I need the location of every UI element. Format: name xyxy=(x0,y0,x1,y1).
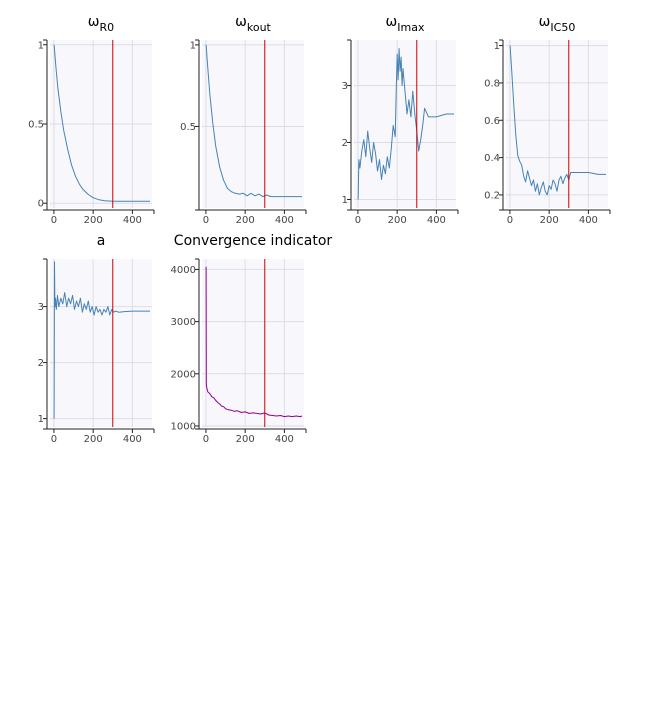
series-line xyxy=(205,44,302,198)
x-tick-label: 400 xyxy=(427,215,446,226)
panel-title: ωImax xyxy=(386,14,425,34)
panel-title-main: ω xyxy=(386,14,398,30)
plot-area xyxy=(506,40,608,208)
y-tick-label: 0.6 xyxy=(484,116,500,127)
x-tick-label: 400 xyxy=(275,215,294,226)
x-tick-label: 400 xyxy=(123,215,142,226)
y-tick-label: 1 xyxy=(342,195,348,206)
panel-title-main: Convergence indicator xyxy=(174,233,333,249)
y-tick-label: 0.2 xyxy=(484,190,500,201)
y-tick-label: 2000 xyxy=(171,369,196,380)
x-tick-label: 0 xyxy=(355,215,361,226)
series-line xyxy=(357,48,454,200)
chart-panel-5: 0 200 400 1 2 3 a xyxy=(38,233,155,445)
x-tick-label: 0 xyxy=(51,434,57,445)
y-tick-label: 2 xyxy=(38,358,44,369)
panel-title: ωkout xyxy=(235,14,271,34)
y-tick-label: 1 xyxy=(190,40,196,51)
y-tick-label: 2 xyxy=(342,138,348,149)
panel-title: ωIC50 xyxy=(539,14,576,34)
x-tick-label: 400 xyxy=(275,434,294,445)
chart-panel-1: 0 200 400 0 0.5 1 ωR0 xyxy=(28,14,155,226)
chart-panel-6: 0 200 400 1000 2000 3000 4000 Convergence indic… xyxy=(171,233,333,445)
y-tick-label: 1 xyxy=(38,40,44,51)
plot-area xyxy=(50,259,152,427)
series-line xyxy=(205,266,303,418)
panel-title-subscript: R0 xyxy=(100,21,115,34)
plot-area xyxy=(202,259,304,427)
x-tick-label: 200 xyxy=(84,215,103,226)
panel-title-subscript: Imax xyxy=(397,21,425,34)
y-tick-label: 1 xyxy=(494,41,500,52)
x-tick-label: 0 xyxy=(507,215,513,226)
x-tick-label: 200 xyxy=(84,434,103,445)
y-tick-label: 3 xyxy=(38,302,44,313)
y-tick-label: 0.5 xyxy=(180,122,196,133)
x-tick-label: 200 xyxy=(388,215,407,226)
plot-area xyxy=(354,40,456,208)
x-tick-label: 0 xyxy=(51,215,57,226)
panel-title-subscript: kout xyxy=(247,21,272,34)
x-tick-label: 0 xyxy=(203,215,209,226)
y-tick-label: 0 xyxy=(38,199,44,210)
y-tick-label: 3000 xyxy=(171,317,196,328)
plot-area xyxy=(202,40,304,208)
chart-panel-4: 0 200 400 0.2 0.4 0.6 0.8 1 ωIC50 xyxy=(484,14,611,226)
panel-title: ωR0 xyxy=(88,14,114,34)
x-tick-label: 200 xyxy=(236,215,255,226)
x-tick-label: 400 xyxy=(123,434,142,445)
y-tick-label: 0.4 xyxy=(484,153,500,164)
y-tick-label: 4000 xyxy=(171,265,196,276)
panel-title-main: a xyxy=(97,233,106,249)
panel-title: a xyxy=(97,233,106,249)
x-tick-label: 200 xyxy=(236,434,255,445)
y-tick-label: 0.8 xyxy=(484,78,500,89)
y-tick-label: 1 xyxy=(38,414,44,425)
chart-panel-2: 0 200 400 0.5 1 ωkout xyxy=(180,14,307,226)
series-line xyxy=(53,44,150,202)
panel-title-subscript: IC50 xyxy=(550,21,575,34)
x-tick-label: 400 xyxy=(579,215,598,226)
panel-title-main: ω xyxy=(539,14,551,30)
chart-panel-3: 0 200 400 1 2 3 ωImax xyxy=(342,14,459,226)
x-tick-label: 0 xyxy=(203,434,209,445)
panel-title-main: ω xyxy=(235,14,247,30)
y-tick-label: 0.5 xyxy=(28,120,44,131)
panel-title: Convergence indicator xyxy=(174,233,333,249)
x-tick-label: 200 xyxy=(540,215,559,226)
y-tick-label: 3 xyxy=(342,81,348,92)
panel-title-main: ω xyxy=(88,14,100,30)
y-tick-label: 1000 xyxy=(171,421,196,432)
